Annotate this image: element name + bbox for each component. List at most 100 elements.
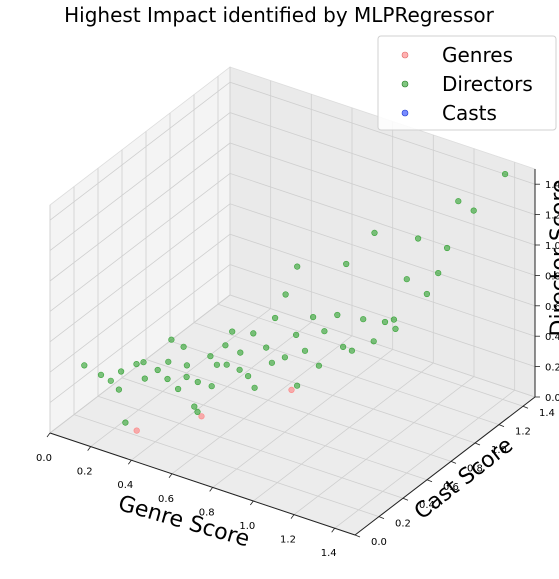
y-tick-mark <box>498 424 505 427</box>
x-tick-label: 0.0 <box>36 453 52 464</box>
point-directors <box>272 314 279 322</box>
point-directors <box>502 171 509 178</box>
point-directors <box>208 383 215 390</box>
y-tick-mark <box>402 497 409 501</box>
x-tick-label: 0.4 <box>117 480 133 491</box>
legend-label-casts: Casts <box>442 101 497 125</box>
point-directors <box>282 291 289 298</box>
gridline-z <box>49 172 536 312</box>
z-tick-label: 0.0 <box>545 393 559 404</box>
point-directors <box>403 276 410 283</box>
y-tick-label: 0.6 <box>443 482 459 493</box>
point-directors <box>334 311 341 319</box>
point-directors <box>183 373 190 381</box>
x-tick-label: 0.8 <box>199 507 215 518</box>
point-directors <box>415 235 422 242</box>
x-ticks: 0.0 0.2 0.4 0.6 0.8 1.0 1.2 1.4 <box>36 432 337 559</box>
x-tick-mark <box>290 514 295 519</box>
z-tick-label: 0.2 <box>545 363 559 374</box>
y-tick-mark <box>426 479 433 483</box>
gridline-z <box>49 112 536 251</box>
x-tick-label: 1.2 <box>280 535 296 546</box>
z-tick-label: 1.2 <box>545 211 559 222</box>
legend-box <box>377 35 557 131</box>
x-axis-line <box>49 432 356 536</box>
point-directors <box>140 359 147 366</box>
x-tick-label: 0.6 <box>158 494 174 505</box>
y-tick-label: 1.4 <box>539 408 555 419</box>
point-directors <box>294 263 301 270</box>
legend-label-genres: Genres <box>442 43 513 67</box>
point-directors <box>315 362 323 369</box>
y-tick-mark <box>522 405 529 409</box>
point-directors <box>133 361 140 368</box>
point-directors <box>168 336 175 343</box>
point-directors <box>250 330 257 337</box>
y-tick-mark <box>450 461 457 464</box>
y-tick-mark <box>354 534 361 538</box>
point-directors <box>370 338 377 345</box>
x-tick-label: 1.0 <box>239 521 255 532</box>
y-tick-label: 0.2 <box>395 519 411 530</box>
x-tick-mark <box>46 432 51 438</box>
x-tick-mark <box>331 527 335 533</box>
point-directors <box>371 229 378 236</box>
point-directors <box>175 385 182 393</box>
y-axis-line <box>354 396 536 536</box>
point-directors <box>281 354 289 361</box>
point-directors <box>343 260 350 268</box>
point-directors <box>207 353 214 360</box>
point-directors <box>423 290 431 298</box>
z-axis-title: Director Score <box>547 180 559 337</box>
x-tick-mark <box>168 473 173 479</box>
z-tick-label: 0.4 <box>545 332 559 343</box>
point-directors <box>390 316 398 323</box>
gridline-z <box>49 203 536 343</box>
point-directors <box>435 270 442 277</box>
point-directors <box>115 386 122 393</box>
point-directors <box>165 358 172 365</box>
point-directors <box>392 325 399 333</box>
x-tick-label: 1.4 <box>321 548 337 559</box>
point-directors <box>236 366 243 373</box>
z-tick-label: 1.0 <box>545 241 559 252</box>
point-directors <box>340 343 347 351</box>
point-directors <box>263 344 270 351</box>
point-directors <box>141 375 148 382</box>
z-tick-label: 0.6 <box>545 302 559 313</box>
legend-marker-directors <box>401 80 409 88</box>
point-directors <box>360 316 367 323</box>
y-tick-label: 1.2 <box>515 427 531 438</box>
x-axis-title: Genre Score <box>115 491 252 552</box>
z-tick-label: 0.8 <box>545 271 559 282</box>
legend-marker-genres <box>401 51 409 59</box>
x-tick-mark <box>128 459 132 465</box>
point-directors <box>194 378 201 386</box>
point-directors <box>154 366 161 374</box>
point-directors <box>293 331 300 339</box>
point-directors <box>213 361 220 368</box>
point-directors <box>268 359 276 366</box>
point-directors <box>455 198 462 205</box>
point-directors <box>223 361 230 368</box>
point-directors <box>164 375 171 383</box>
point-directors <box>470 207 477 214</box>
point-genres <box>288 386 295 394</box>
y-tick-label: 0.8 <box>467 463 483 474</box>
y-tick-mark <box>474 442 481 446</box>
z-ticks: 0.0 0.2 0.4 0.6 0.8 1.0 1.2 1.4 <box>535 180 559 404</box>
y-tick-label: 0.0 <box>371 537 387 548</box>
x-tick-mark <box>209 487 213 492</box>
data-points <box>81 171 509 434</box>
legend-marker-casts <box>401 109 409 117</box>
gridline-z <box>49 264 536 403</box>
y-tick-label: 0.4 <box>419 500 435 511</box>
point-genres <box>133 427 140 434</box>
point-directors <box>222 342 229 349</box>
point-directors <box>191 403 198 410</box>
point-directors <box>237 349 244 356</box>
point-directors <box>245 373 252 380</box>
point-directors <box>180 343 187 350</box>
axes <box>49 169 536 536</box>
